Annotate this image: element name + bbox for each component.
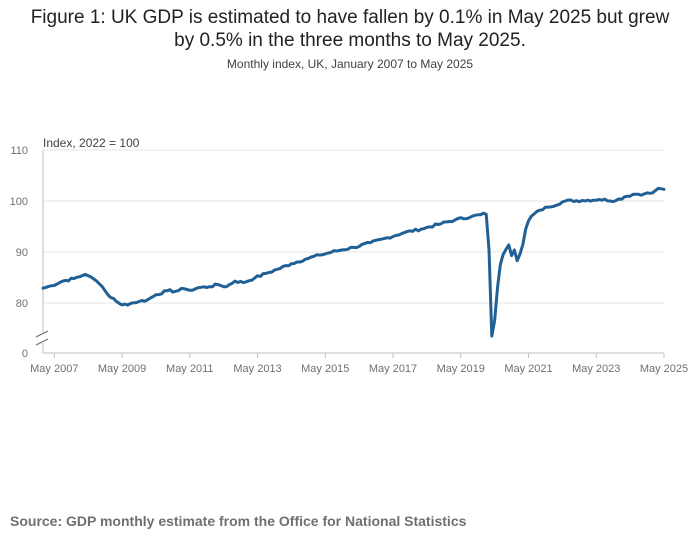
x-tick-2021: May 2021	[504, 363, 552, 375]
source-note: Source: GDP monthly estimate from the Of…	[10, 513, 467, 529]
axes	[35, 150, 664, 354]
y-axis-label: Index, 2022 = 100	[43, 136, 140, 150]
x-tick-2011: May 2011	[166, 363, 214, 375]
y-tick-0: 0	[22, 348, 28, 360]
x-tick-2013: May 2013	[233, 363, 281, 375]
y-axis-ticks: 0 80 90 100 110	[10, 145, 28, 360]
y-tick-80: 80	[16, 298, 28, 310]
series-line-gdp	[41, 186, 666, 338]
x-axis-ticks: May 2007 May 2009 May 2011 May 2013 May 2015…	[30, 353, 688, 375]
chart-title: Figure 1: UK GDP is estimated to have fa…	[30, 7, 670, 51]
axis-break-marker	[35, 330, 49, 346]
x-tick-2015: May 2015	[301, 363, 349, 375]
y-tick-100: 100	[10, 196, 28, 208]
x-tick-2017: May 2017	[369, 363, 417, 375]
x-tick-2007: May 2007	[30, 363, 78, 375]
chart-subtitle: Monthly index, UK, January 2007 to May 2…	[226, 57, 474, 71]
y-tick-90: 90	[16, 247, 28, 259]
gridlines	[43, 149, 664, 304]
x-tick-2025: May 2025	[640, 363, 688, 375]
y-tick-110: 110	[10, 145, 28, 157]
x-tick-2009: May 2009	[98, 363, 146, 375]
x-tick-2019: May 2019	[437, 363, 485, 375]
x-tick-2023: May 2023	[572, 363, 620, 375]
